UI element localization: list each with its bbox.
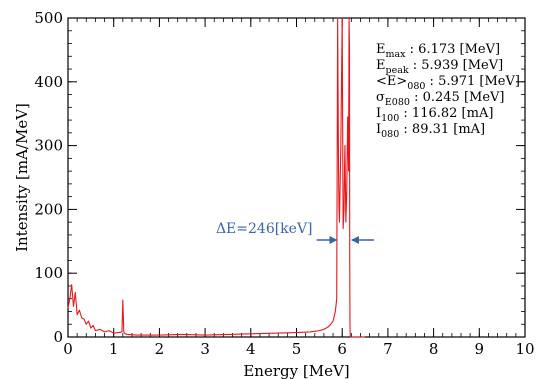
stats-box: Emax : 6.173 [MeV]Epeak : 5.939 [MeV]<E>…	[376, 42, 520, 140]
delta-e-annotation: ΔE=246[keV]	[216, 221, 313, 237]
stat-line: Emax : 6.173 [MeV]	[376, 42, 500, 60]
y-tick-label: 0	[53, 328, 63, 346]
x-tick-label: 5	[292, 340, 302, 358]
delta-arrowhead-right	[350, 236, 359, 244]
annotation-layer: ΔE=246[keV]	[216, 221, 374, 244]
stat-line: σE080 : 0.245 [MeV]	[376, 90, 504, 108]
stat-line: I100 : 116.82 [mA]	[376, 106, 493, 124]
y-tick-label: 200	[34, 200, 63, 218]
y-tick-label: 500	[34, 9, 63, 27]
series-layer	[67, 17, 366, 338]
x-tick-label: 0	[63, 340, 73, 358]
delta-arrowhead-left	[329, 236, 338, 244]
x-tick-label: 6	[337, 340, 347, 358]
y-tick-label: 400	[34, 73, 63, 91]
stat-line: <E>080 : 5.971 [MeV]	[376, 74, 520, 92]
stat-line: Epeak : 5.939 [MeV]	[376, 58, 503, 76]
x-tick-label: 2	[155, 340, 165, 358]
x-axis-label: Energy [MeV]	[243, 362, 349, 379]
y-tick-label: 300	[34, 137, 63, 155]
x-tick-label: 7	[383, 340, 393, 358]
y-tick-label: 100	[34, 264, 63, 282]
x-tick-label: 10	[515, 340, 534, 358]
stat-line: I080 : 89.31 [mA]	[376, 122, 485, 140]
x-tick-label: 1	[109, 340, 119, 358]
x-tick-label: 9	[475, 340, 485, 358]
x-tick-label: 3	[200, 340, 210, 358]
spectrum-line	[67, 17, 366, 338]
x-tick-label: 8	[429, 340, 439, 358]
y-axis-label: Intensity [mA/MeV]	[13, 103, 31, 252]
x-tick-label: 4	[246, 340, 256, 358]
